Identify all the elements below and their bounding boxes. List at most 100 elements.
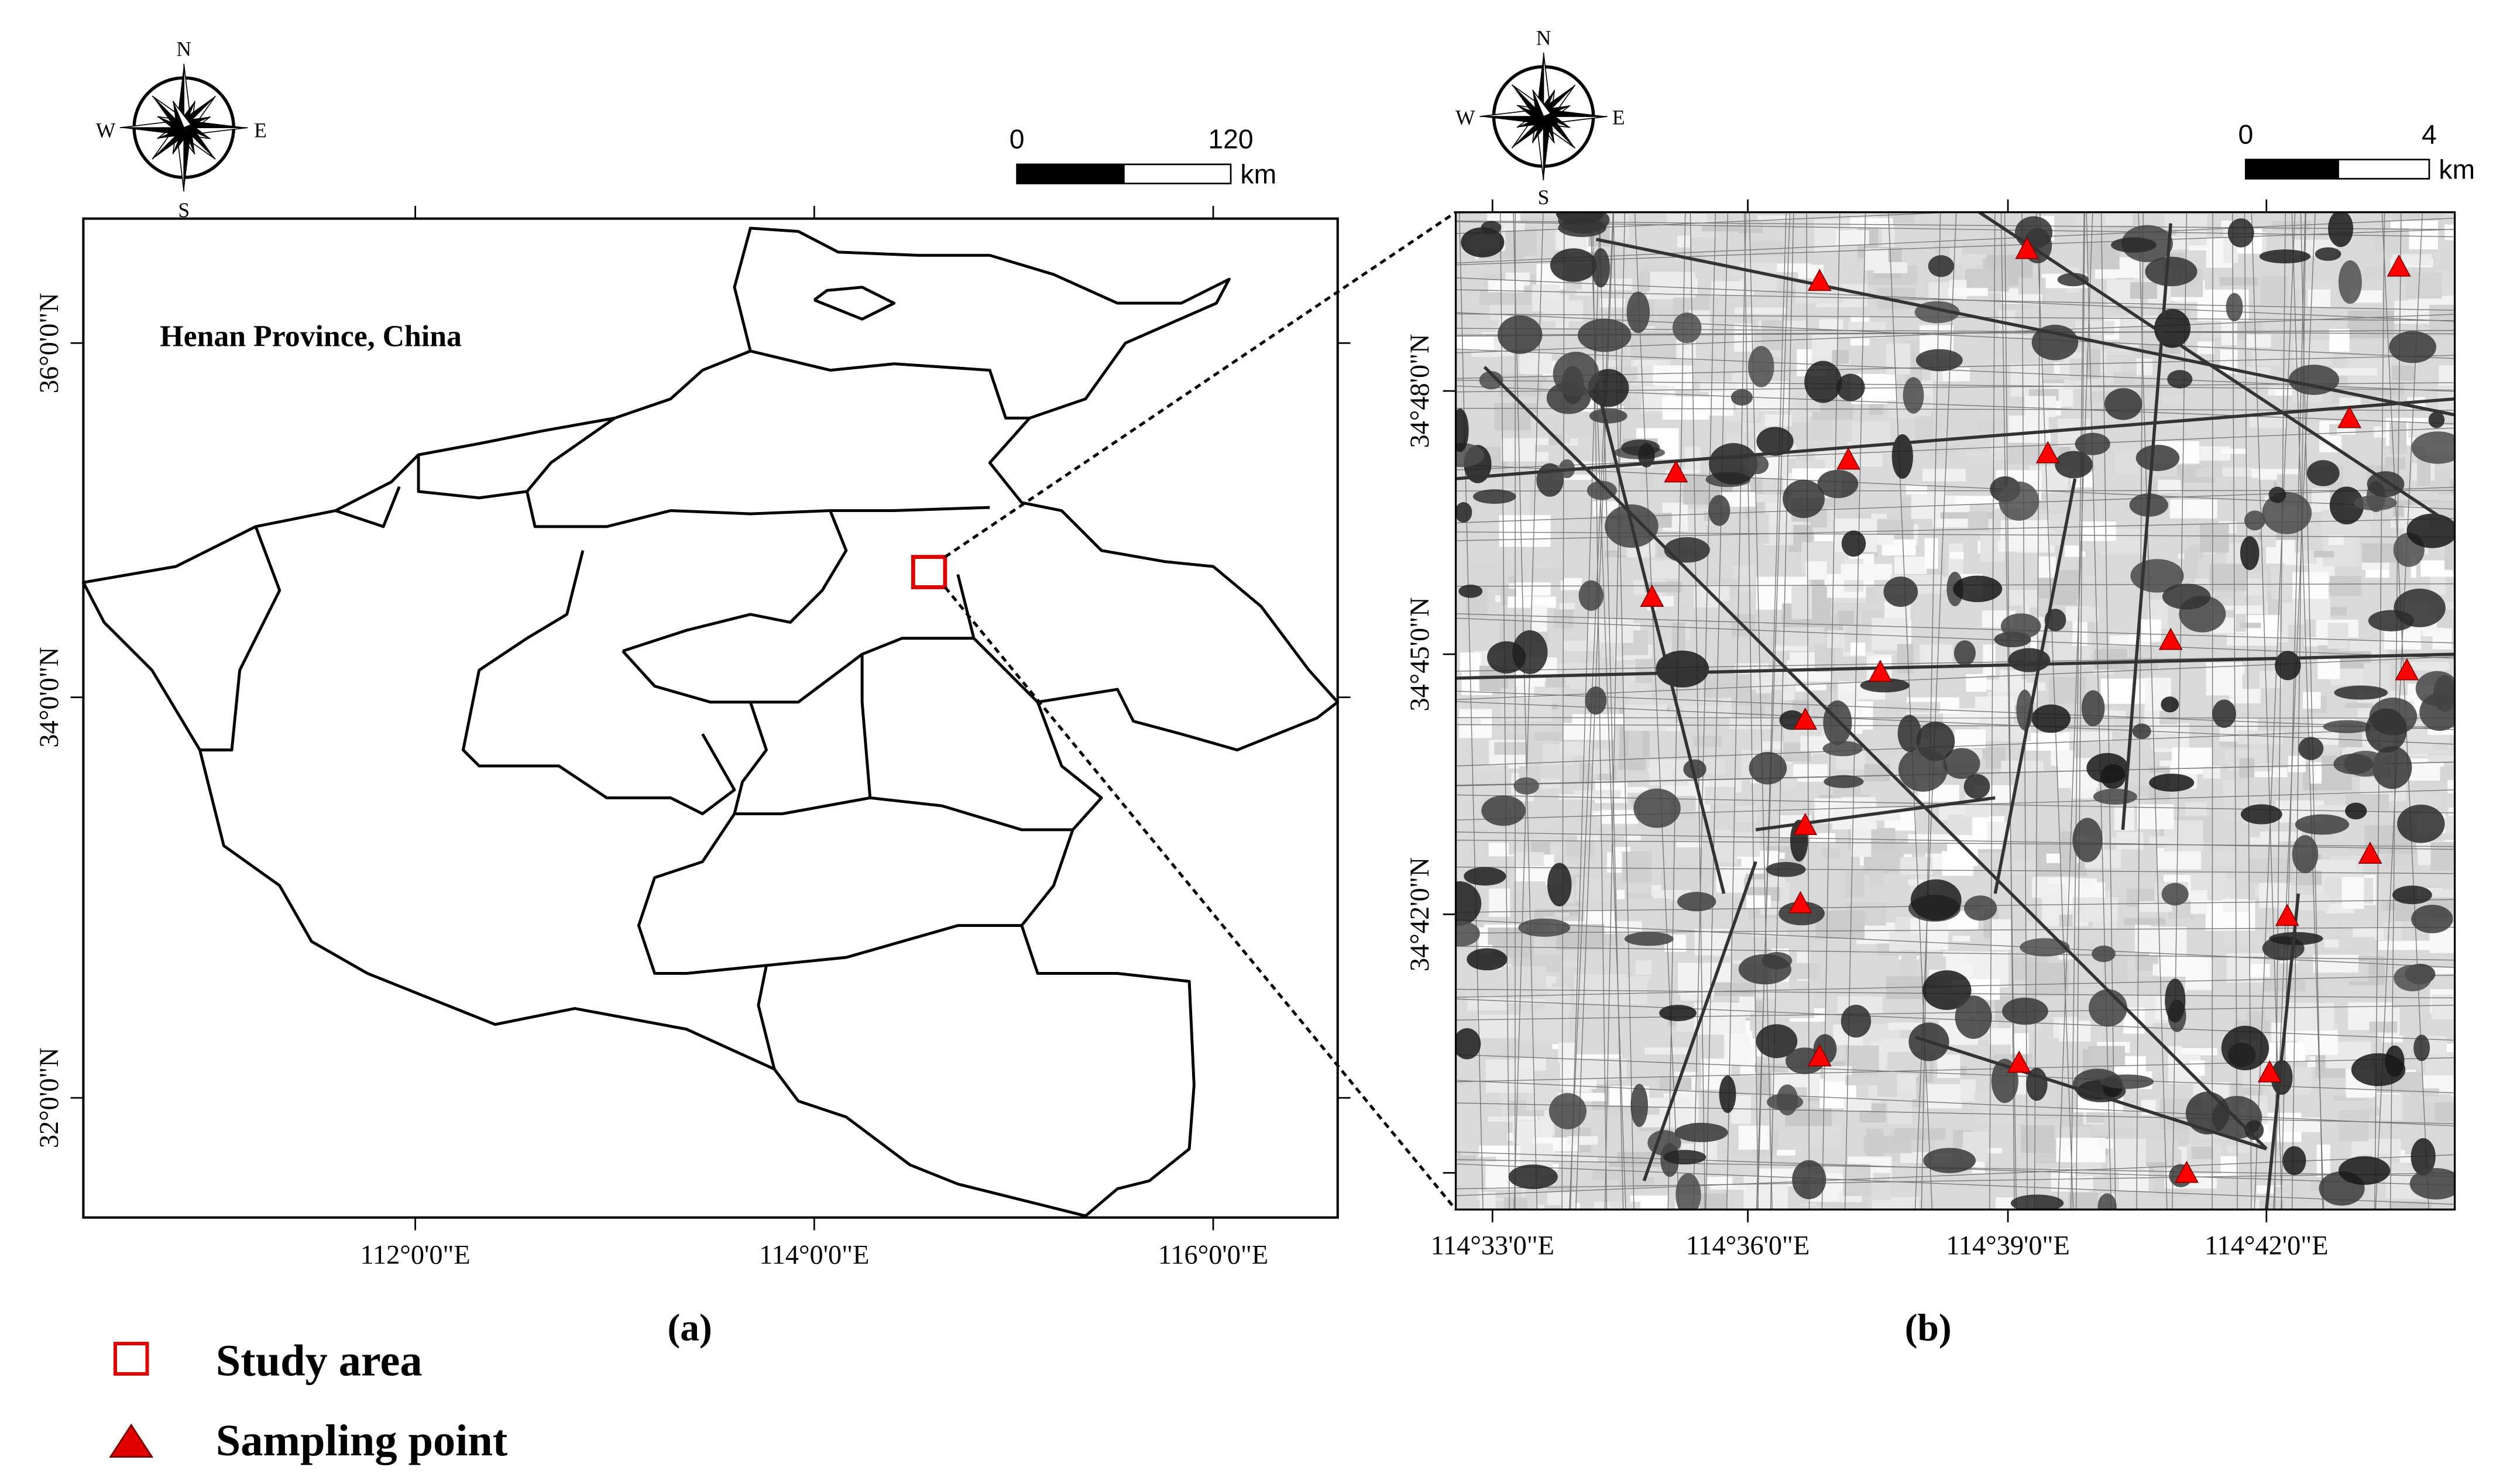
village [2411, 1138, 2436, 1176]
field [1906, 484, 1927, 494]
village [2097, 1193, 2117, 1210]
field [1544, 1205, 1561, 1210]
field [1724, 877, 1745, 891]
field-line [1455, 407, 2455, 411]
field [2151, 733, 2179, 748]
field [2108, 1138, 2146, 1172]
village [1589, 408, 1628, 424]
field [2416, 456, 2431, 486]
scale-bar-a: 0 120 km [1010, 124, 1276, 190]
field [1770, 263, 1811, 273]
scale-label: 120 [1208, 124, 1253, 154]
field [1459, 717, 1481, 726]
field [1559, 741, 1592, 755]
lat-label: 34°42'0"N [1405, 857, 1435, 971]
field [2239, 758, 2255, 778]
field [1631, 975, 1652, 982]
field-line [1726, 212, 1746, 1210]
village [1891, 434, 1913, 479]
field [2261, 276, 2288, 306]
field [1534, 445, 1561, 452]
field [2337, 427, 2356, 435]
village [1672, 312, 1702, 343]
field [1563, 723, 1615, 740]
village [2000, 613, 2041, 639]
lat-label: 34°45'0"N [1405, 597, 1435, 711]
field [2148, 926, 2187, 957]
field [2428, 755, 2455, 763]
lon-label: 114°33'0"E [1431, 1231, 1554, 1260]
legend-label: Sampling point [216, 1416, 508, 1465]
village [2244, 510, 2265, 531]
village [2089, 989, 2127, 1027]
ticks-a [70, 205, 1351, 1231]
compass-point [1479, 116, 1544, 125]
road [2121, 223, 2172, 830]
legend-swatch [113, 1342, 149, 1376]
lon-label: 112°0'0"E [360, 1241, 470, 1270]
field [1651, 560, 1678, 579]
field [1900, 1152, 1928, 1163]
field [1647, 767, 1681, 773]
field [1625, 786, 1649, 793]
field-line [1455, 212, 1962, 234]
sampling-point [1793, 812, 1818, 835]
field [2332, 367, 2377, 376]
village [1836, 373, 1865, 401]
field [1519, 1011, 1570, 1042]
village [2075, 432, 2110, 455]
prefecture-boundary [956, 574, 1039, 703]
field [1891, 212, 1915, 224]
field [1601, 810, 1638, 824]
field [2271, 565, 2296, 599]
field [1676, 840, 1703, 848]
prefecture-boundary [757, 965, 776, 1070]
field [1750, 514, 1769, 544]
field [2135, 924, 2151, 953]
field [2351, 937, 2375, 948]
field [1751, 929, 1787, 937]
village [2240, 536, 2260, 571]
field [1667, 214, 1707, 225]
village [1915, 349, 1963, 372]
field [2169, 499, 2217, 518]
field [1764, 414, 1792, 427]
field [2201, 462, 2223, 469]
village [1455, 408, 1469, 452]
field-line [1455, 717, 2455, 719]
field-line [2212, 212, 2213, 1210]
village [1487, 641, 1526, 674]
village [2111, 237, 2157, 253]
field-line [1692, 212, 1716, 1210]
village [1776, 1084, 1798, 1116]
village [2086, 753, 2129, 784]
field [2444, 224, 2455, 241]
field [1755, 677, 1771, 693]
field-line [1455, 726, 2455, 767]
field [1947, 835, 1978, 866]
field [1962, 243, 2008, 255]
field [2072, 897, 2119, 922]
field [1570, 668, 1596, 689]
field [1558, 1042, 1575, 1063]
field [1650, 272, 1696, 298]
field [1948, 287, 1988, 296]
field [1819, 319, 1843, 329]
village [2221, 1025, 2269, 1071]
village [1455, 881, 1482, 926]
field [2203, 765, 2220, 779]
field [2275, 389, 2303, 396]
field [1738, 1125, 1769, 1150]
village [1824, 775, 1864, 788]
field [1530, 605, 1547, 632]
field [1959, 1079, 1976, 1101]
field-line [1989, 212, 1996, 1210]
village [2002, 997, 2048, 1025]
field [1702, 225, 1742, 232]
village [1461, 227, 1505, 257]
village [2271, 1060, 2293, 1095]
field [1560, 578, 1582, 590]
field-line [2100, 212, 2116, 1210]
field [2075, 213, 2105, 230]
